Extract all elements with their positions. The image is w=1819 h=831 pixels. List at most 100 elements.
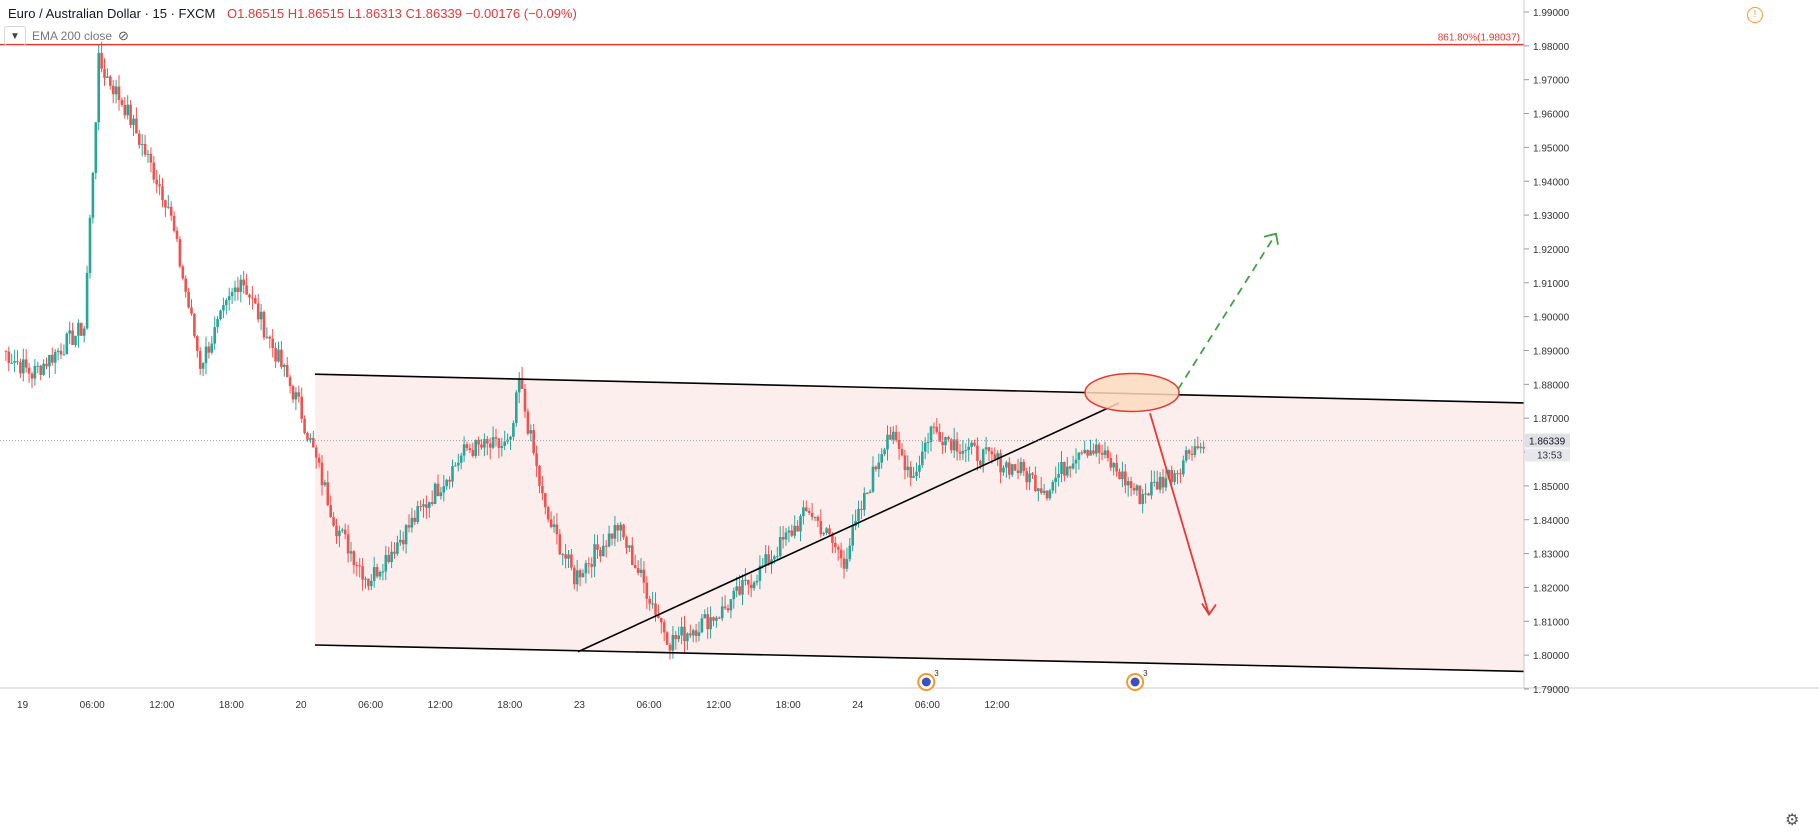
candle-body bbox=[787, 530, 791, 533]
candle-body bbox=[111, 85, 115, 95]
candle-body bbox=[33, 365, 37, 379]
candle-body bbox=[1060, 461, 1063, 475]
candle-body bbox=[155, 179, 158, 185]
candle-body bbox=[674, 635, 678, 640]
rising-support-trendline[interactable] bbox=[577, 402, 1120, 653]
breakout-zone-ellipse[interactable] bbox=[1084, 372, 1180, 413]
candle-body bbox=[1176, 473, 1179, 475]
candle-body bbox=[929, 426, 933, 443]
x-tick-label: 06:00 bbox=[358, 700, 383, 711]
candle-body bbox=[860, 508, 863, 510]
channel-lower-trendline[interactable] bbox=[314, 644, 1525, 673]
countdown-tag bbox=[1525, 448, 1570, 462]
candle-body bbox=[961, 450, 965, 454]
candle-body bbox=[1063, 461, 1066, 476]
gear-icon[interactable]: ⚙ bbox=[1785, 812, 1800, 829]
warning-icon[interactable]: ! bbox=[1747, 7, 1763, 23]
candle-body bbox=[1155, 481, 1159, 490]
candle-body bbox=[657, 614, 660, 619]
candle-body bbox=[700, 618, 704, 633]
candle-body bbox=[631, 545, 634, 566]
candle-body bbox=[767, 554, 770, 565]
candle-body bbox=[448, 479, 451, 482]
candle-body bbox=[259, 311, 263, 320]
candle-body bbox=[193, 313, 196, 337]
candle-body bbox=[645, 582, 649, 599]
candle-body bbox=[523, 388, 527, 412]
candle-body bbox=[1019, 461, 1023, 474]
candle-body bbox=[735, 586, 738, 591]
event-count: 3 bbox=[934, 669, 939, 678]
candle-body bbox=[503, 441, 506, 447]
y-tick-label: 1.94000 bbox=[1533, 177, 1570, 188]
candle-body bbox=[764, 554, 767, 566]
candle-body bbox=[184, 278, 187, 292]
candle-body bbox=[593, 544, 596, 567]
candle-body bbox=[871, 466, 875, 492]
candle-body bbox=[375, 567, 379, 577]
candle-body bbox=[483, 439, 486, 448]
candle-body bbox=[471, 450, 475, 456]
candle-body bbox=[146, 153, 150, 155]
channel-upper-trendline[interactable] bbox=[314, 373, 1525, 404]
candle-body bbox=[729, 599, 733, 611]
candle-body bbox=[332, 517, 335, 526]
candle-body bbox=[219, 310, 222, 320]
candle-body bbox=[390, 551, 393, 563]
candle-body bbox=[1048, 490, 1052, 499]
fib-level-label: 861.80%(1.98037) bbox=[1438, 33, 1520, 44]
candle-body bbox=[987, 447, 991, 452]
candle-body bbox=[497, 438, 501, 448]
candle-body bbox=[138, 133, 141, 145]
candle-body bbox=[1158, 476, 1162, 490]
candle-body bbox=[216, 319, 219, 328]
candle-body bbox=[892, 431, 895, 440]
candle-body bbox=[941, 441, 944, 446]
candle-body bbox=[164, 200, 167, 208]
candle-body bbox=[784, 532, 788, 540]
candle-body bbox=[297, 392, 301, 397]
candle-body bbox=[135, 118, 138, 134]
candle-body bbox=[268, 336, 272, 339]
candle-body bbox=[303, 418, 306, 434]
candle-body bbox=[1071, 463, 1075, 469]
projection-arrows[interactable] bbox=[1149, 232, 1279, 617]
candle-body bbox=[549, 519, 553, 527]
candle-body bbox=[778, 537, 782, 557]
candle-body bbox=[227, 296, 231, 301]
candle-body bbox=[152, 162, 156, 180]
candle-body bbox=[761, 565, 765, 567]
bullish-projection-arrow[interactable] bbox=[1177, 233, 1277, 390]
candle-body bbox=[642, 569, 646, 583]
candle-body bbox=[265, 336, 269, 338]
y-tick-label: 1.93000 bbox=[1533, 211, 1570, 222]
candle-body bbox=[323, 482, 327, 486]
candle-body bbox=[651, 603, 654, 605]
candle-body bbox=[271, 338, 274, 348]
candle-body bbox=[1190, 453, 1194, 455]
y-tick-label: 1.98000 bbox=[1533, 42, 1570, 53]
chevron-down-icon[interactable]: ▼ bbox=[4, 26, 26, 46]
bearish-projection-arrow[interactable] bbox=[1149, 412, 1210, 615]
indicator-label[interactable]: EMA 200 close bbox=[32, 29, 113, 43]
candle-body bbox=[607, 533, 611, 547]
candle-body bbox=[691, 630, 695, 636]
candle-body bbox=[1121, 471, 1124, 480]
candle-body bbox=[802, 507, 805, 517]
candle-body bbox=[1141, 494, 1144, 505]
candle-body bbox=[1103, 450, 1107, 455]
candle-body bbox=[1138, 485, 1142, 505]
candle-body bbox=[1008, 462, 1011, 475]
candle-body bbox=[500, 446, 504, 448]
candle-body bbox=[984, 447, 988, 450]
x-tick-label: 12:00 bbox=[706, 700, 731, 711]
candle-body bbox=[169, 206, 173, 216]
candle-body bbox=[1118, 471, 1121, 480]
candle-body bbox=[689, 633, 692, 636]
candle-body bbox=[836, 547, 840, 550]
candle-body bbox=[602, 545, 605, 557]
candle-body bbox=[1037, 488, 1040, 492]
eye-slash-icon[interactable]: ⊘ bbox=[118, 28, 129, 43]
